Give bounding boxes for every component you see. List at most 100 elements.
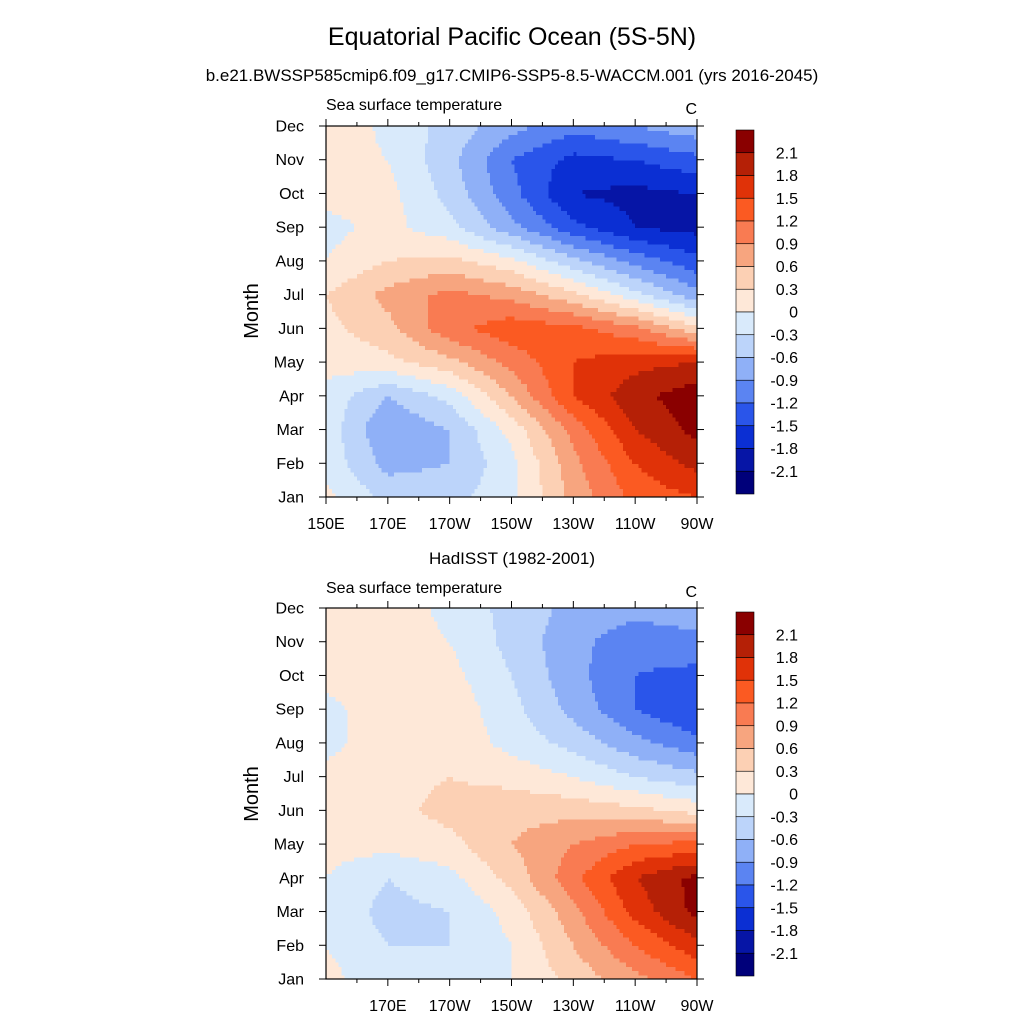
contour-cell — [635, 492, 639, 498]
contour-cell — [604, 442, 608, 448]
contour-cell — [533, 484, 537, 490]
contour-cell — [335, 459, 339, 464]
contour-cell — [557, 463, 562, 469]
contour-cell — [638, 450, 642, 456]
contour-cell — [440, 480, 445, 485]
contour-cell — [554, 475, 559, 481]
contour-cell — [542, 480, 547, 485]
contour-cell — [397, 450, 401, 456]
contour-cell — [468, 467, 472, 473]
contour-cell — [616, 450, 621, 456]
contour-cell — [644, 459, 649, 464]
contour-cell — [666, 433, 670, 439]
contour-cell — [681, 484, 686, 490]
contour-cell — [542, 492, 547, 498]
contour-cell — [353, 471, 358, 477]
contour-cell — [548, 475, 553, 481]
contour-cell — [598, 467, 602, 473]
contour-cell — [400, 475, 404, 481]
contour-cell — [530, 433, 534, 439]
contour-cell — [329, 437, 333, 443]
contour-cell — [496, 492, 500, 498]
contour-cell — [372, 484, 377, 490]
contour-cell — [394, 454, 398, 460]
contour-cell — [678, 437, 683, 443]
contour-cell — [539, 454, 544, 460]
contour-cell — [492, 467, 497, 473]
contour-cell — [372, 488, 377, 494]
contour-cell — [653, 450, 658, 456]
contour-cell — [588, 492, 593, 498]
contour-cell — [678, 480, 683, 485]
contour-cell — [496, 437, 500, 443]
contour-cell — [332, 454, 336, 460]
contour-cell — [687, 437, 692, 443]
contour-cell — [387, 429, 392, 435]
contour-cell — [492, 480, 497, 485]
contour-cell — [622, 467, 627, 473]
contour-cell — [533, 471, 537, 477]
contour-cell — [434, 484, 438, 490]
contour-cell — [650, 446, 655, 452]
contour-cell — [684, 442, 689, 448]
contour-cell — [588, 433, 593, 439]
contour-cell — [570, 484, 574, 490]
contour-cell — [338, 492, 343, 498]
contour-cell — [480, 437, 485, 443]
contour-cell — [412, 467, 417, 473]
contour-cell — [424, 488, 429, 494]
contour-cell — [421, 450, 426, 456]
contour-cell — [662, 484, 667, 490]
contour-cell — [564, 442, 568, 448]
contour-cell — [690, 446, 695, 452]
contour-cell — [341, 475, 346, 481]
contour-cell — [421, 459, 426, 464]
contour-cell — [400, 467, 404, 473]
contour-cell — [545, 475, 550, 481]
contour-cell — [560, 454, 565, 460]
contour-cell — [672, 463, 676, 469]
contour-cell — [554, 446, 559, 452]
contour-cell — [387, 471, 392, 477]
contour-cell — [468, 450, 472, 456]
contour-cell — [468, 471, 472, 477]
contour-cell — [474, 471, 479, 477]
contour-cell — [681, 459, 686, 464]
contour-cell — [693, 433, 698, 439]
contour-cell — [610, 488, 615, 494]
contour-cell — [390, 467, 395, 473]
contour-cell — [554, 471, 559, 477]
contour-cell — [341, 492, 346, 498]
contour-cell — [505, 433, 510, 439]
contour-cell — [625, 488, 630, 494]
contour-cell — [693, 454, 698, 460]
contour-cell — [378, 480, 383, 485]
contour-cell — [480, 442, 485, 448]
contour-cell — [341, 421, 346, 426]
contour-cell — [576, 450, 581, 456]
contour-cell — [409, 475, 414, 481]
contour-cell — [619, 425, 624, 431]
contour-cell — [517, 488, 522, 494]
contour-cell — [363, 467, 367, 473]
contour-cell — [353, 450, 358, 456]
contour-cell — [542, 471, 547, 477]
contour-cell — [424, 429, 429, 435]
contour-cell — [452, 442, 457, 448]
contour-cell — [678, 433, 683, 439]
contour-cell — [530, 492, 534, 498]
contour-cell — [622, 471, 627, 477]
contour-cell — [384, 480, 389, 485]
contour-cell — [326, 454, 330, 460]
contour-cell — [570, 471, 574, 477]
contour-cell — [511, 492, 516, 498]
contour-cell — [400, 480, 404, 485]
contour-cell — [443, 488, 448, 494]
contour-cell — [594, 463, 599, 469]
contour-cell — [548, 488, 553, 494]
contour-cell — [406, 433, 411, 439]
contour-cell — [635, 437, 639, 443]
contour-cell — [486, 437, 491, 443]
contour-cell — [536, 463, 540, 469]
contour-cell — [421, 471, 426, 477]
